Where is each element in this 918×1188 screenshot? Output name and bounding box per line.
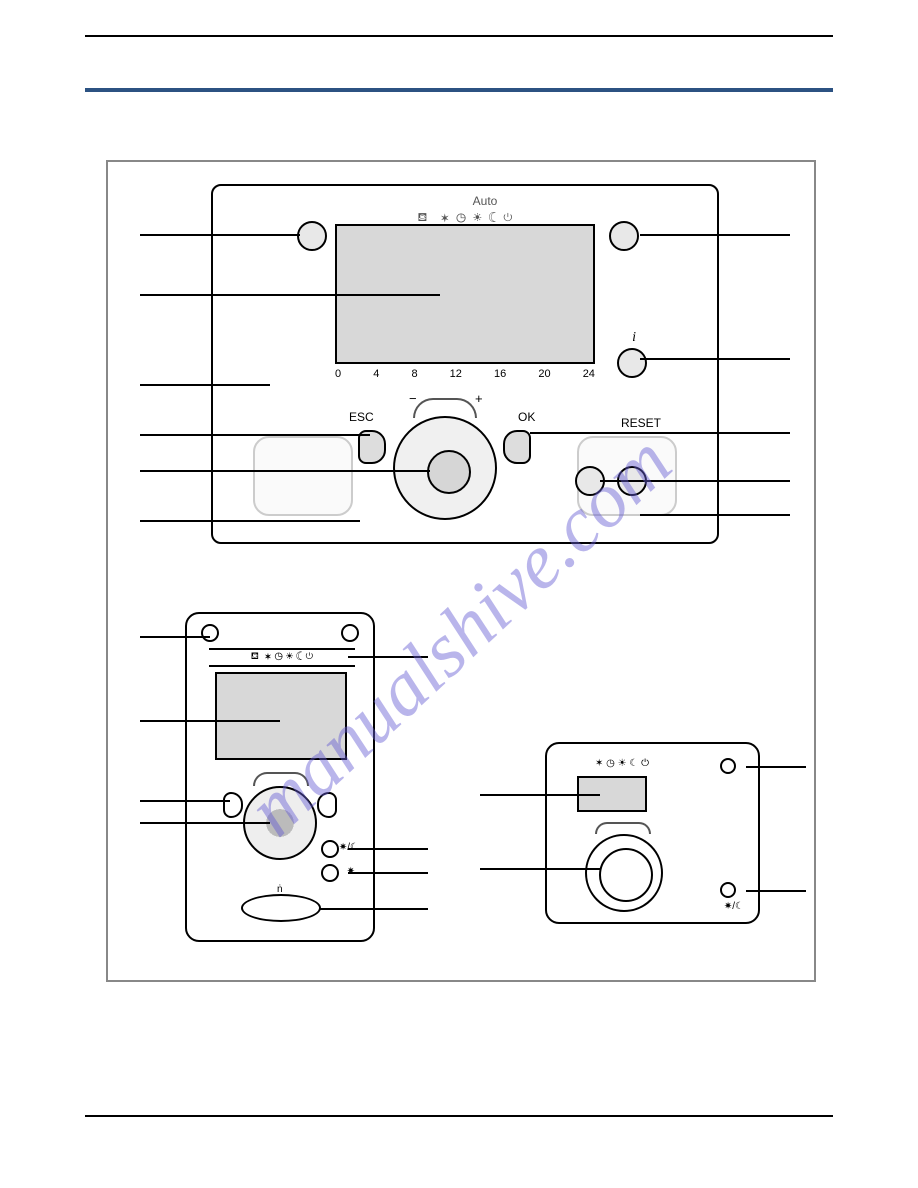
dial-direction-arc <box>253 772 309 786</box>
heating-mode-button[interactable] <box>609 221 639 251</box>
ok-button[interactable] <box>503 430 531 464</box>
lcd-display <box>215 672 347 760</box>
dial-direction-arc <box>595 822 651 834</box>
rotary-dial[interactable] <box>585 834 663 912</box>
leader-line <box>140 434 370 436</box>
bottom-rule <box>85 1115 833 1117</box>
tick-20: 20 <box>538 368 550 380</box>
top-rule <box>85 35 833 37</box>
ok-button[interactable] <box>317 792 337 818</box>
leader-line <box>140 294 440 296</box>
leader-line <box>348 872 428 874</box>
auto-label: Auto <box>473 194 498 208</box>
mode-icon-row: Auto ⛾ ✶ ◷ ☀ ☾ ⏻ <box>213 196 717 226</box>
leader-line <box>530 432 790 434</box>
standby-icon: ⏻ <box>503 210 512 224</box>
time-scale: 0 4 8 12 16 20 24 <box>335 368 595 380</box>
tick-24: 24 <box>583 368 595 380</box>
leader-line <box>348 848 428 850</box>
mounting-screw-tr <box>341 624 359 642</box>
room-unit-basic: ✶ ◷ ☀ ☾ ⏻ ✷/☾ <box>545 742 760 924</box>
leader-line <box>140 384 270 386</box>
leader-line <box>600 480 790 482</box>
reset-label: RESET <box>621 416 661 430</box>
person-icon: ṅ <box>277 884 283 895</box>
mode-button[interactable] <box>720 758 736 774</box>
moon-icon: ☾ <box>489 210 497 224</box>
tick-4: 4 <box>373 368 379 380</box>
leader-line <box>348 656 428 658</box>
mode-icon-row: ⛾ ✶ ◷ ☀ ☾ ⏻ <box>209 648 355 667</box>
minus-label: − <box>409 391 417 406</box>
dhw-mode-button[interactable] <box>297 221 327 251</box>
mode-icon-row: ✶ ◷ ☀ ☾ ⏻ <box>595 758 649 769</box>
mounting-screw-tl <box>201 624 219 642</box>
leader-line <box>140 800 230 802</box>
esc-label: ESC <box>349 410 374 424</box>
clock-icon: ◷ <box>456 210 466 224</box>
leader-line <box>480 868 600 870</box>
info-icon: i <box>632 330 636 346</box>
leader-line <box>140 636 210 638</box>
leader-line <box>640 358 790 360</box>
dial-direction-arc <box>413 398 477 418</box>
leader-line <box>320 908 428 910</box>
tick-0: 0 <box>335 368 341 380</box>
leader-line <box>640 234 790 236</box>
leader-line <box>640 514 790 516</box>
leader-line <box>140 470 430 472</box>
tick-16: 16 <box>494 368 506 380</box>
ok-label: OK <box>518 410 535 424</box>
info-button[interactable] <box>617 348 647 378</box>
sun-outline-icon: ✶ <box>441 210 450 224</box>
presence-button[interactable] <box>321 840 339 858</box>
leader-line <box>140 520 360 522</box>
rotary-dial[interactable] <box>393 416 497 520</box>
blue-rule <box>85 88 833 92</box>
leader-line <box>140 822 270 824</box>
tick-12: 12 <box>450 368 462 380</box>
plus-label: + <box>475 391 483 406</box>
sun-icon: ☀ <box>473 210 482 224</box>
leader-line <box>746 890 806 892</box>
esc-button[interactable] <box>223 792 243 818</box>
left-wing-decor <box>253 436 353 516</box>
room-unit-full: ⛾ ✶ ◷ ☀ ☾ ⏻ ✷/☾ ✷ ṅ <box>185 612 375 942</box>
leader-line <box>480 794 600 796</box>
tick-8: 8 <box>411 368 417 380</box>
leader-line <box>140 720 280 722</box>
occupancy-button[interactable] <box>241 894 321 922</box>
presence-button[interactable] <box>720 882 736 898</box>
tap-icon: ⛾ <box>417 210 427 224</box>
comfort-button[interactable] <box>321 864 339 882</box>
leader-line <box>746 766 806 768</box>
boiler-operator-panel: Auto ⛾ ✶ ◷ ☀ ☾ ⏻ 0 4 8 12 16 20 24 i RES… <box>211 184 719 544</box>
sun-moon-icon: ✷/☾ <box>724 901 744 912</box>
leader-line <box>140 234 300 236</box>
